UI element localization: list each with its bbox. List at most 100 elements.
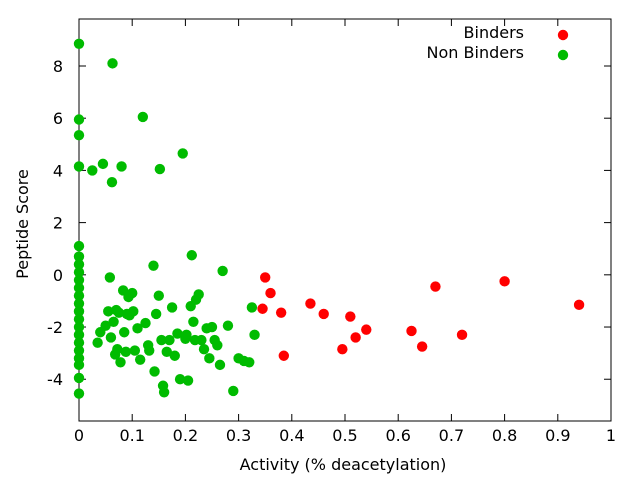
- non-binder-point: [181, 329, 192, 341]
- non-binder-point: [73, 337, 85, 348]
- non-binder-point: [112, 344, 123, 355]
- y-tick-label: 2: [53, 214, 63, 233]
- non-binder-point: [105, 332, 117, 343]
- non-binder-point: [73, 240, 85, 252]
- binder-point: [275, 307, 287, 318]
- binder-point: [278, 350, 290, 361]
- non-binder-point: [161, 346, 172, 358]
- non-binder-point: [73, 251, 85, 262]
- legend-label: Non Binders: [427, 43, 524, 62]
- binder-point: [361, 324, 372, 335]
- non-binder-point: [153, 290, 164, 301]
- non-binder-point: [196, 334, 207, 346]
- non-binder-point: [73, 388, 85, 399]
- binder-point: [350, 332, 361, 343]
- non-binder-point: [246, 302, 258, 313]
- x-tick-label: 0.1: [119, 426, 144, 445]
- x-tick-label: 0.2: [173, 426, 198, 445]
- non-binder-point: [172, 328, 183, 339]
- non-binder-point: [73, 372, 85, 384]
- x-tick-label: 0.4: [279, 426, 304, 445]
- non-binder-point: [116, 161, 127, 172]
- legend-label: Binders: [464, 23, 524, 42]
- non-binder-point: [186, 250, 197, 261]
- non-binder-point: [140, 317, 151, 329]
- non-binder-point: [148, 260, 159, 271]
- non-binder-point: [132, 323, 143, 334]
- y-tick-label: -4: [47, 370, 63, 389]
- x-tick-label: 0.7: [439, 426, 464, 445]
- non-binder-point: [106, 176, 118, 188]
- non-binder-point: [217, 265, 228, 277]
- binder-point: [337, 344, 348, 355]
- y-tick-label: 4: [53, 161, 63, 180]
- non-binder-point: [73, 313, 85, 325]
- non-binder-point: [73, 282, 85, 294]
- binder-point: [260, 272, 271, 283]
- x-tick-label: 0: [74, 426, 84, 445]
- non-binder-point: [73, 114, 85, 125]
- non-binder-point: [73, 306, 85, 317]
- non-binder-point: [73, 267, 85, 278]
- non-binder-point: [104, 272, 116, 283]
- y-axis-label: Peptide Score: [13, 169, 32, 279]
- non-binder-point: [119, 327, 130, 338]
- plot-frame: [78, 18, 612, 422]
- binder-point: [430, 281, 441, 292]
- x-tick-label: 0.9: [545, 426, 570, 445]
- non-binder-point: [103, 306, 114, 317]
- non-binder-point: [174, 374, 186, 385]
- non-binder-point: [244, 357, 255, 368]
- y-tick-label: 6: [53, 109, 63, 128]
- x-tick-label: 0.5: [332, 426, 357, 445]
- non-binder-point: [166, 302, 178, 313]
- non-binder-point: [154, 163, 166, 175]
- non-binder-point: [128, 306, 139, 317]
- legend-marker: [557, 29, 569, 41]
- binder-point: [257, 303, 268, 314]
- non-binder-point: [158, 387, 170, 398]
- non-binder-point: [188, 316, 199, 328]
- x-tick-label: 1: [606, 426, 616, 445]
- non-binder-point: [73, 129, 85, 141]
- y-tick-label: 8: [53, 57, 63, 76]
- non-binder-point: [92, 337, 103, 348]
- non-binder-point: [115, 357, 126, 368]
- binder-point: [345, 311, 356, 322]
- non-binder-point: [149, 366, 160, 377]
- non-binder-point: [198, 344, 210, 355]
- non-binder-point: [150, 308, 162, 320]
- binder-point: [318, 308, 329, 320]
- non-binder-point: [129, 345, 141, 356]
- binder-point: [305, 298, 316, 309]
- non-binder-point: [120, 346, 132, 358]
- non-binder-point: [113, 307, 125, 318]
- non-binder-point: [169, 350, 180, 361]
- binder-point: [416, 341, 428, 352]
- non-binder-point: [222, 320, 234, 331]
- non-binder-point: [87, 165, 98, 176]
- non-binder-point: [73, 259, 85, 270]
- non-binder-point: [73, 38, 85, 49]
- non-binder-point: [73, 290, 85, 301]
- binder-point: [265, 287, 276, 299]
- non-binder-point: [100, 320, 111, 331]
- y-tick-label: 0: [53, 266, 63, 285]
- non-binder-point: [144, 345, 155, 356]
- non-binder-point: [134, 354, 146, 365]
- non-binder-point: [164, 334, 175, 346]
- non-binder-point: [206, 321, 218, 333]
- non-binder-point: [177, 148, 188, 159]
- x-tick-label: 0.8: [492, 426, 517, 445]
- binder-point: [406, 325, 417, 337]
- non-binder-point: [73, 359, 85, 371]
- non-binder-point: [97, 158, 109, 170]
- non-binder-point: [73, 329, 85, 341]
- legend-marker: [557, 49, 569, 61]
- x-tick-label: 0.6: [385, 426, 410, 445]
- y-tick-label: -2: [47, 318, 63, 337]
- non-binder-point: [204, 353, 215, 364]
- non-binder-point: [73, 161, 85, 172]
